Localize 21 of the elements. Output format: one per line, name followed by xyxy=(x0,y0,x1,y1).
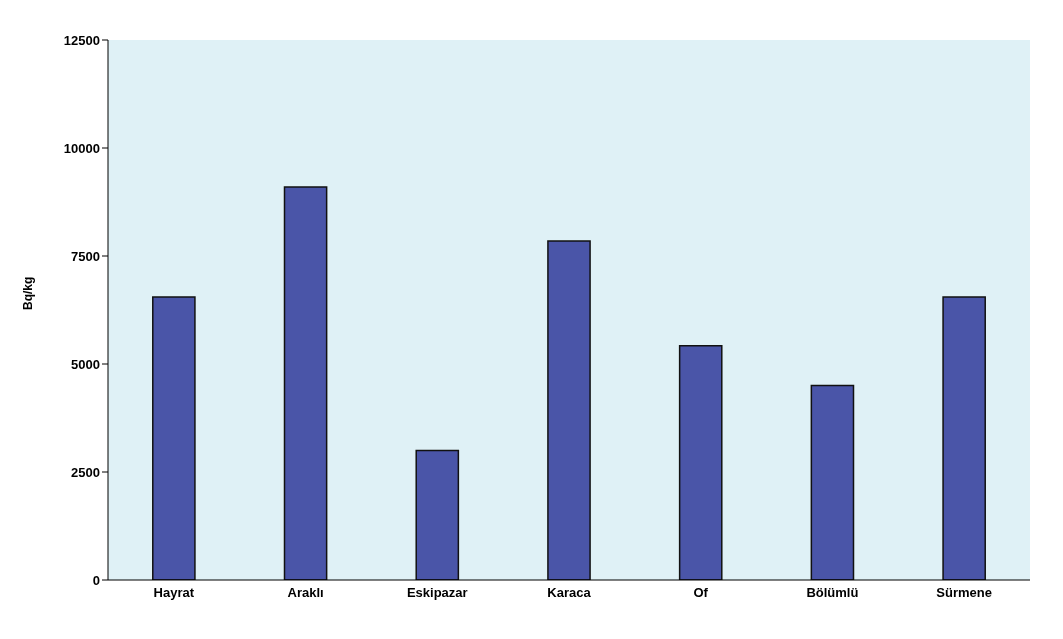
y-tick-label: 5000 xyxy=(71,356,100,372)
x-tick-label: Of xyxy=(693,585,709,601)
y-tick-label: 0 xyxy=(92,572,100,588)
x-tick-label: Karaca xyxy=(547,585,592,601)
y-tick-label: 7500 xyxy=(71,248,100,264)
bar xyxy=(810,384,855,580)
y-tick-label: 2500 xyxy=(71,464,100,480)
x-tick-label: Sürmene xyxy=(936,585,992,601)
x-tick-label: Bölümlü xyxy=(806,585,859,601)
bar xyxy=(152,296,196,580)
x-tick-label: Eskipazar xyxy=(406,585,468,601)
y-axis-title: Bq/kg xyxy=(21,276,36,310)
y-tick-label: 12500 xyxy=(63,32,100,48)
bar xyxy=(415,449,460,580)
bar xyxy=(547,240,591,580)
bar xyxy=(942,296,986,580)
bar xyxy=(678,345,723,580)
x-tick-label: Hayrat xyxy=(153,585,195,601)
x-tick-label: Araklı xyxy=(287,585,324,601)
y-tick-label: 10000 xyxy=(63,140,100,156)
bar xyxy=(283,186,328,580)
